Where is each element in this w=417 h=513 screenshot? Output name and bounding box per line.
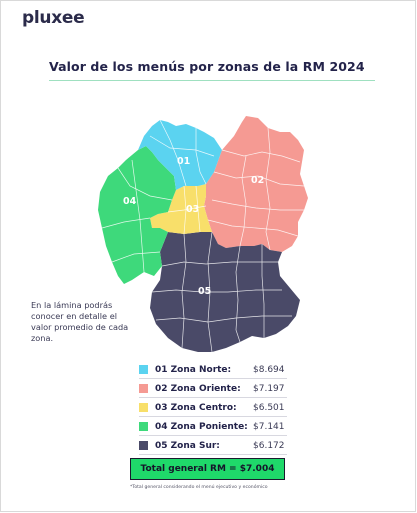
zone-04-poniente[interactable] (98, 146, 176, 284)
legend-divider (139, 397, 287, 398)
zone-label-01: 01 (177, 156, 190, 167)
legend-item: 01 Zona Norte: $8.694 (139, 360, 289, 379)
legend-label: 02 Zona Oriente: (155, 383, 241, 394)
zone-03-centro[interactable] (150, 184, 212, 234)
legend-value: $6.172 (253, 440, 285, 451)
zone-label-02: 02 (251, 175, 264, 186)
legend-swatch (139, 441, 148, 450)
zone-label-04: 04 (123, 196, 137, 207)
zone-label-03: 03 (186, 204, 199, 215)
legend-swatch (139, 422, 148, 431)
zone-legend: 01 Zona Norte: $8.694 02 Zona Oriente: $… (139, 360, 289, 455)
legend-value: $7.197 (253, 383, 285, 394)
legend-label: 03 Zona Centro: (155, 402, 237, 413)
legend-swatch (139, 384, 148, 393)
zone-label-05: 05 (198, 286, 211, 297)
legend-item: 05 Zona Sur: $6.172 (139, 436, 289, 455)
footnote: *Total general considerando el menú ejec… (130, 485, 268, 490)
legend-divider (139, 378, 287, 379)
legend-label: 04 Zona Poniente: (155, 421, 248, 432)
legend-swatch (139, 365, 148, 374)
legend-item: 02 Zona Oriente: $7.197 (139, 379, 289, 398)
total-general-box: Total general RM = $7.004 (130, 458, 285, 480)
legend-divider (139, 416, 287, 417)
legend-value: $8.694 (253, 364, 285, 375)
zone-01-norte[interactable] (138, 120, 222, 190)
legend-label: 01 Zona Norte: (155, 364, 232, 375)
legend-item: 03 Zona Centro: $6.501 (139, 398, 289, 417)
title-divider (49, 80, 375, 81)
legend-swatch (139, 403, 148, 412)
page-title: Valor de los menús por zonas de la RM 20… (49, 59, 365, 74)
legend-divider (139, 454, 287, 455)
legend-label: 05 Zona Sur: (155, 440, 220, 451)
legend-value: $7.141 (253, 421, 285, 432)
legend-value: $6.501 (253, 402, 285, 413)
map-note: En la lámina podrás conocer en detalle e… (31, 300, 129, 343)
legend-item: 04 Zona Poniente: $7.141 (139, 417, 289, 436)
legend-divider (139, 435, 287, 436)
zone-02-oriente[interactable] (204, 116, 308, 252)
pluxee-logo: pluxee (22, 8, 85, 28)
commune-borders (101, 119, 305, 353)
